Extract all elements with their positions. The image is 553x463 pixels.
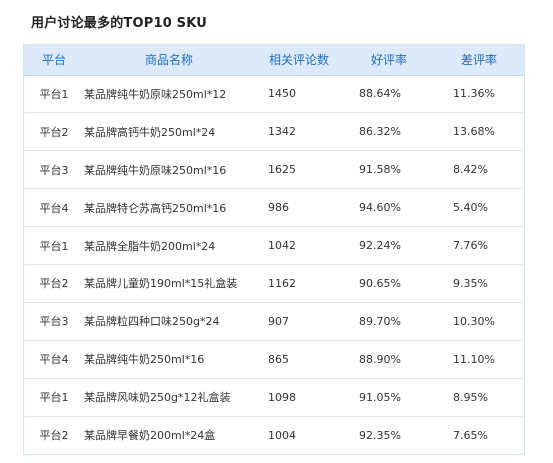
cell-good-rate: 90.65% <box>344 263 434 303</box>
cell-product: 某品牌粒四种口味250g*24 <box>84 301 254 341</box>
cell-good-rate: 88.90% <box>344 339 434 379</box>
cell-bad-rate: 7.65% <box>434 415 524 454</box>
column-header-count: 相关评论数 <box>254 45 344 76</box>
column-header-platform: 平台 <box>24 45 84 76</box>
cell-count: 1042 <box>254 226 344 265</box>
table-row: 平台1 某品牌纯牛奶原味250ml*12 1450 88.64% 11.36% <box>24 75 524 113</box>
cell-product: 某品牌儿童奶190ml*15礼盒装 <box>84 263 254 303</box>
cell-platform: 平台2 <box>24 112 84 151</box>
cell-product: 某品牌早餐奶200ml*24盒 <box>84 415 254 454</box>
cell-good-rate: 92.35% <box>344 415 434 454</box>
cell-bad-rate: 8.42% <box>434 150 524 189</box>
cell-count: 1098 <box>254 377 344 417</box>
cell-product: 某品牌全脂牛奶200ml*24 <box>84 226 254 265</box>
table-row: 平台3 某品牌粒四种口味250g*24 907 89.70% 10.30% <box>24 301 524 341</box>
cell-product: 某品牌纯牛奶原味250ml*12 <box>84 87 227 101</box>
cell-bad-rate: 11.36% <box>453 87 495 101</box>
table-row: 平台4 某品牌特仑苏高钙250ml*16 986 94.60% 5.40% <box>24 188 524 227</box>
cell-count: 986 <box>254 188 344 227</box>
cell-bad-rate: 9.35% <box>434 263 524 303</box>
column-header-bad-rate: 差评率 <box>434 45 524 76</box>
table-row: 平台3 某品牌纯牛奶原味250ml*16 1625 91.58% 8.42% <box>24 150 524 189</box>
cell-platform: 平台2 <box>24 263 84 303</box>
cell-platform: 平台4 <box>24 188 84 227</box>
cell-good-rate: 89.70% <box>344 301 434 341</box>
cell-good-rate: 86.32% <box>344 112 434 151</box>
cell-product: 某品牌纯牛奶原味250ml*16 <box>84 150 254 189</box>
cell-count: 1450 <box>268 87 296 101</box>
cell-good-rate: 91.58% <box>344 150 434 189</box>
table-row: 平台2 某品牌儿童奶190ml*15礼盒装 1162 90.65% 9.35% <box>24 263 524 303</box>
cell-count: 865 <box>254 339 344 379</box>
table-row: 平台2 某品牌早餐奶200ml*24盒 1004 92.35% 7.65% <box>24 415 524 454</box>
cell-count: 1625 <box>254 150 344 189</box>
cell-platform: 平台1 <box>39 87 69 101</box>
table-row: 平台1 某品牌风味奶250g*12礼盒装 1098 91.05% 8.95% <box>24 377 524 417</box>
sku-table: 平台 商品名称 相关评论数 好评率 差评率 平台1 某品牌纯牛奶原味250ml*… <box>23 44 525 455</box>
page-title: 用户讨论最多的TOP10 SKU <box>31 16 208 31</box>
cell-count: 907 <box>254 301 344 341</box>
cell-good-rate: 88.64% <box>359 87 401 101</box>
column-header-good-rate: 好评率 <box>344 45 434 76</box>
cell-platform: 平台4 <box>24 339 84 379</box>
cell-product: 某品牌特仑苏高钙250ml*16 <box>84 188 254 227</box>
cell-bad-rate: 7.76% <box>434 226 524 265</box>
table-row: 平台4 某品牌纯牛奶250ml*16 865 88.90% 11.10% <box>24 339 524 379</box>
cell-bad-rate: 13.68% <box>434 112 524 151</box>
cell-product: 某品牌高钙牛奶250ml*24 <box>84 112 254 151</box>
cell-good-rate: 94.60% <box>344 188 434 227</box>
cell-product: 某品牌风味奶250g*12礼盒装 <box>84 377 254 417</box>
cell-product: 某品牌纯牛奶250ml*16 <box>84 339 254 379</box>
cell-count: 1162 <box>254 263 344 303</box>
cell-bad-rate: 5.40% <box>434 188 524 227</box>
cell-count: 1342 <box>254 112 344 151</box>
cell-good-rate: 91.05% <box>344 377 434 417</box>
cell-bad-rate: 11.10% <box>434 339 524 379</box>
cell-platform: 平台2 <box>24 415 84 454</box>
cell-platform: 平台3 <box>24 301 84 341</box>
cell-bad-rate: 8.95% <box>434 377 524 417</box>
cell-platform: 平台3 <box>24 150 84 189</box>
table-header-row: 平台 商品名称 相关评论数 好评率 差评率 <box>24 45 524 76</box>
cell-bad-rate: 10.30% <box>434 301 524 341</box>
cell-platform: 平台1 <box>24 377 84 417</box>
table-row: 平台2 某品牌高钙牛奶250ml*24 1342 86.32% 13.68% <box>24 112 524 151</box>
table-row: 平台1 某品牌全脂牛奶200ml*24 1042 92.24% 7.76% <box>24 226 524 265</box>
cell-good-rate: 92.24% <box>344 226 434 265</box>
cell-platform: 平台1 <box>24 226 84 265</box>
cell-count: 1004 <box>254 415 344 454</box>
column-header-product: 商品名称 <box>84 45 254 76</box>
